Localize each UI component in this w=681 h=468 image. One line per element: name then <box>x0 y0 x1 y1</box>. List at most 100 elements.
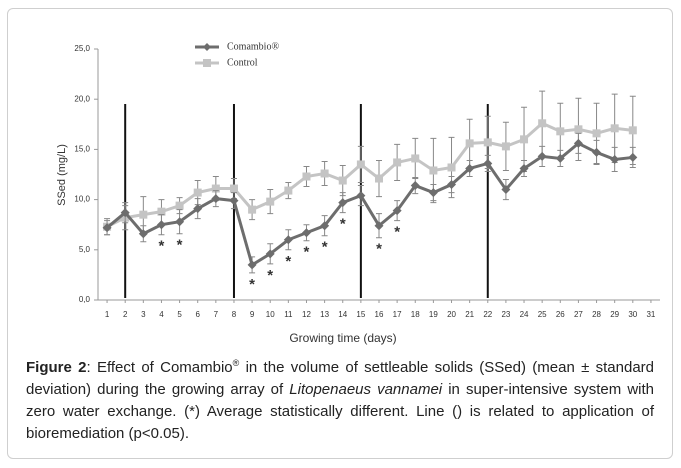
marker <box>356 160 365 169</box>
marker <box>392 206 402 216</box>
marker <box>120 208 130 218</box>
significance-mark: * <box>159 238 165 255</box>
marker <box>428 188 438 198</box>
x-tick-label: 23 <box>501 310 510 319</box>
x-tick-label: 12 <box>302 310 311 319</box>
marker <box>501 185 511 195</box>
marker <box>465 139 474 148</box>
marker <box>375 174 383 183</box>
y-tick-label: 15,0 <box>74 145 90 154</box>
marker <box>628 126 637 135</box>
marker <box>574 125 583 134</box>
marker <box>320 221 330 231</box>
marker <box>156 220 166 230</box>
marker <box>265 249 275 259</box>
series-line <box>106 141 633 268</box>
marker <box>247 260 257 270</box>
x-tick-label: 9 <box>250 310 255 319</box>
marker <box>555 153 565 163</box>
y-tick-label: 0,0 <box>79 295 91 304</box>
x-tick-label: 4 <box>159 310 164 319</box>
marker <box>266 197 275 206</box>
marker <box>138 229 148 239</box>
y-axis-label: SSed (mg/L) <box>56 144 68 206</box>
x-tick-label: 6 <box>195 310 200 319</box>
marker <box>338 176 347 185</box>
x-tick-label: 3 <box>141 310 146 319</box>
x-tick-label: 26 <box>556 310 565 319</box>
marker <box>302 172 311 181</box>
x-tick-label: 7 <box>214 310 219 319</box>
y-tick-label: 10,0 <box>74 195 90 204</box>
marker <box>592 147 602 157</box>
marker <box>556 127 565 136</box>
significance-mark: * <box>177 237 183 254</box>
marker <box>211 184 220 193</box>
marker <box>301 228 311 238</box>
marker <box>175 201 184 210</box>
marker <box>139 210 148 219</box>
marker <box>610 154 620 164</box>
y-tick-label: 5,0 <box>79 245 91 254</box>
marker <box>483 158 493 168</box>
x-tick-label: 20 <box>447 310 456 319</box>
marker <box>628 152 638 162</box>
marker <box>193 188 202 197</box>
x-tick-label: 31 <box>646 310 655 319</box>
caption-text: : Effect of Comambio <box>86 359 233 376</box>
marker <box>537 151 547 161</box>
caption-species: Litopenaeus vannamei <box>289 381 443 398</box>
x-tick-label: 17 <box>393 310 402 319</box>
marker <box>157 207 166 216</box>
marker <box>229 196 239 206</box>
marker <box>193 204 203 214</box>
caption-text: in super-intensive system with zero wate… <box>26 381 654 442</box>
significance-mark: * <box>249 276 255 293</box>
marker <box>538 119 547 128</box>
significance-mark: * <box>304 244 310 261</box>
legend-marker <box>203 59 211 67</box>
x-tick-label: 14 <box>338 310 347 319</box>
caption: Figure 2: Effect of Comambio® in the vol… <box>26 352 654 445</box>
marker <box>356 191 366 201</box>
x-tick-label: 22 <box>483 310 492 319</box>
x-tick-label: 1 <box>105 310 110 319</box>
legend-marker <box>203 43 211 51</box>
marker <box>175 217 185 227</box>
x-tick-label: 5 <box>177 310 182 319</box>
significance-mark: * <box>340 216 346 233</box>
marker <box>229 184 238 193</box>
x-tick-label: 16 <box>375 310 384 319</box>
marker <box>592 129 601 138</box>
legend-label: Comambio® <box>227 41 279 52</box>
significance-mark: * <box>394 224 400 241</box>
marker <box>211 194 221 204</box>
marker <box>465 163 475 173</box>
marker <box>519 163 529 173</box>
marker <box>338 198 348 208</box>
x-tick-label: 29 <box>610 310 619 319</box>
caption-sup: ® <box>232 358 240 368</box>
marker <box>410 181 420 191</box>
figure-frame <box>7 8 673 459</box>
marker <box>248 205 257 214</box>
significance-mark: * <box>376 241 382 258</box>
x-tick-label: 27 <box>574 310 583 319</box>
marker <box>447 163 456 172</box>
caption-label: Figure 2 <box>26 359 87 376</box>
x-tick-label: 30 <box>628 310 637 319</box>
marker <box>483 138 492 147</box>
significance-mark: * <box>285 253 291 270</box>
marker <box>283 235 293 245</box>
x-tick-label: 2 <box>123 310 128 319</box>
x-tick-label: 19 <box>429 310 438 319</box>
caption-text: in the volume of settleable solids (SSed… <box>26 359 654 398</box>
x-tick-label: 11 <box>284 310 293 319</box>
marker <box>320 169 329 178</box>
marker <box>501 142 510 151</box>
x-tick-label: 10 <box>266 310 275 319</box>
significance-mark: * <box>267 267 273 284</box>
x-tick-label: 25 <box>538 310 547 319</box>
x-axis-label: Growing time (days) <box>289 331 396 345</box>
